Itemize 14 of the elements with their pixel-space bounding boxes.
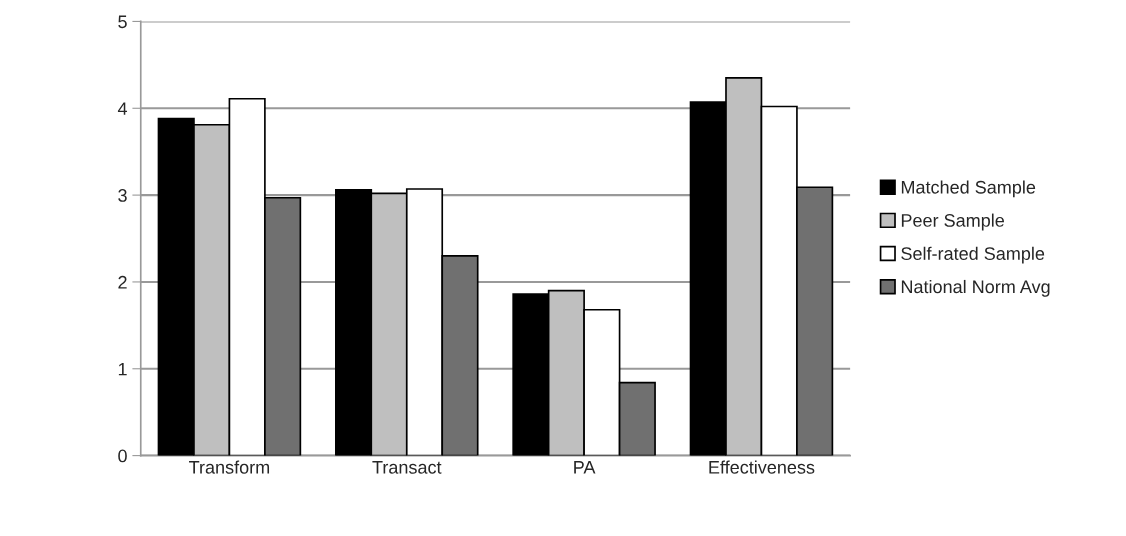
legend-label: Peer Sample xyxy=(901,213,1004,231)
y-tick-label: 2 xyxy=(118,275,127,289)
y-tick-label: 0 xyxy=(118,449,127,463)
x-tick-label: Transact xyxy=(372,461,442,474)
y-tick-label: 4 xyxy=(117,102,128,115)
legend-label: Matched Sample xyxy=(901,180,1036,198)
y-tick-label: 5 xyxy=(118,15,127,29)
legend-label: National Norm Avg xyxy=(901,279,1050,297)
x-tick-label: PA xyxy=(574,461,596,474)
y-tick-label: 3 xyxy=(118,189,127,202)
x-tick-label: Effectiveness xyxy=(709,460,815,474)
legend-label: Self-rated Sample xyxy=(901,246,1045,264)
y-tick-label: 1 xyxy=(118,362,127,376)
x-tick-label: Transform xyxy=(189,460,270,474)
